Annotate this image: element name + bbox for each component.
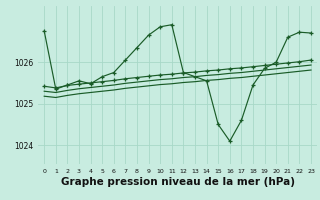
X-axis label: Graphe pression niveau de la mer (hPa): Graphe pression niveau de la mer (hPa) [60, 177, 295, 187]
